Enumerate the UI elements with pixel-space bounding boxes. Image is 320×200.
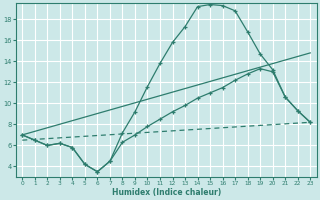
X-axis label: Humidex (Indice chaleur): Humidex (Indice chaleur) [112, 188, 221, 197]
